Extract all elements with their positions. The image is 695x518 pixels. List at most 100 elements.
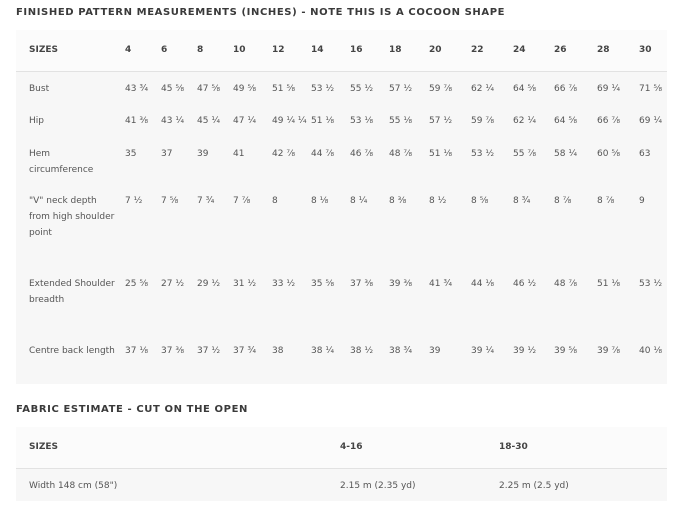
- table-title: FABRIC ESTIMATE - CUT ON THE OPEN: [16, 404, 248, 415]
- table-title: FINISHED PATTERN MEASUREMENTS (INCHES) -…: [16, 7, 506, 18]
- table-cell: 64 ⅝: [554, 104, 597, 137]
- table-cell: 62 ¼: [513, 104, 554, 137]
- table-cell: 27 ½: [161, 267, 197, 334]
- table-cell: Bust: [16, 71, 125, 104]
- table-cell: 4: [125, 30, 161, 72]
- table-cell: 39 ¼: [471, 334, 513, 384]
- table-cell: 60 ⅝: [597, 137, 639, 184]
- table-cell: 63: [639, 137, 667, 184]
- table-cell: 46 ½: [513, 267, 554, 334]
- table-cell: 8 ⅜: [389, 184, 429, 267]
- table-row: Extended Shoulder breadth 25 ⅝ 27 ½ 29 ½ 31 …: [16, 267, 667, 334]
- table-cell: 55 ⅞: [513, 137, 554, 184]
- table-cell: 14: [311, 30, 350, 72]
- table-cell: 69 ¼: [597, 71, 639, 104]
- table-cell: 37: [161, 137, 197, 184]
- table-cell: 39 ⅝: [554, 334, 597, 384]
- table-cell: 26: [554, 30, 597, 72]
- table-cell: 53 ½: [471, 137, 513, 184]
- table-row: Width 148 cm (58") 2.15 m (2.35 yd) 2.25 m…: [16, 468, 667, 501]
- table-row: "V" neck depth from high shoulder point 7…: [16, 184, 667, 267]
- table-cell: 55 ⅛: [389, 104, 429, 137]
- table-cell: 8 ⅝: [471, 184, 513, 267]
- table-cell: 38 ½: [350, 334, 389, 384]
- table-cell: 39 ½: [513, 334, 554, 384]
- table-cell: 38 ¼: [311, 334, 350, 384]
- table-cell: 51 ⅛: [311, 104, 350, 137]
- table-cell: 53 ⅛: [350, 104, 389, 137]
- table-cell: 30: [639, 30, 667, 72]
- table-cell: Extended Shoulder breadth: [16, 267, 125, 334]
- table-cell: 24: [513, 30, 554, 72]
- table-cell: 8 ¼: [350, 184, 389, 267]
- table-cell: 58 ¼: [554, 137, 597, 184]
- table-cell: 9: [639, 184, 667, 267]
- table-cell: 47 ⅝: [197, 71, 233, 104]
- table-cell: 49 ⅝: [233, 71, 272, 104]
- table-cell: 8: [197, 30, 233, 72]
- table-cell: Hem circumference: [16, 137, 125, 184]
- table-cell: 37 ⅜: [161, 334, 197, 384]
- table-cell: 37 ½: [197, 334, 233, 384]
- table-row: Hem circumference 35 37 39 41 42 ⅞ 44 ⅞ 46 ⅞ 48 …: [16, 137, 667, 184]
- table-cell: 31 ½: [233, 267, 272, 334]
- table-cell: "V" neck depth from high shoulder point: [16, 184, 125, 267]
- table-cell: 53 ½: [311, 71, 350, 104]
- table-cell: 45 ⅝: [161, 71, 197, 104]
- table-cell: 39: [429, 334, 471, 384]
- table-cell: 8 ¾: [513, 184, 554, 267]
- table-cell: 44 ⅞: [311, 137, 350, 184]
- table-cell: 18: [389, 30, 429, 72]
- table-cell: Centre back length: [16, 334, 125, 384]
- header-row: SIZES 4 6 8 10 12 14 16 18 20 22 24 26 28 30: [16, 30, 667, 72]
- table-cell: 7 ¾: [197, 184, 233, 267]
- table-cell: 40 ⅛: [639, 334, 667, 384]
- fabric-table: SIZES 4-16 18-30 Width 148 cm (58") 2.15 m (…: [16, 427, 667, 501]
- table-cell: 47 ¼: [233, 104, 272, 137]
- table-cell: 48 ⅞: [389, 137, 429, 184]
- table-cell: 64 ⅝: [513, 71, 554, 104]
- table-cell: 71 ⅝: [639, 71, 667, 104]
- table-cell: 41 ⅜: [125, 104, 161, 137]
- table-cell: 7 ⅝: [161, 184, 197, 267]
- table-cell: 59 ⅞: [471, 104, 513, 137]
- table-cell: 8 ⅞: [554, 184, 597, 267]
- table-cell: 51 ⅝: [272, 71, 311, 104]
- table-cell: SIZES: [16, 427, 340, 469]
- table-cell: 38: [272, 334, 311, 384]
- table-cell: 29 ½: [197, 267, 233, 334]
- table-cell: 59 ⅞: [429, 71, 471, 104]
- table-cell: 69 ¼: [639, 104, 667, 137]
- table-cell: 37 ⅛: [125, 334, 161, 384]
- table-cell: 41 ¾: [429, 267, 471, 334]
- table-cell: 66 ⅞: [554, 71, 597, 104]
- table-cell: 53 ½: [639, 267, 667, 334]
- table-cell: 41: [233, 137, 272, 184]
- table-cell: 51 ⅛: [597, 267, 639, 334]
- table-cell: 4-16: [340, 427, 499, 469]
- table-cell: 20: [429, 30, 471, 72]
- table-cell: 39 ⅞: [597, 334, 639, 384]
- table-cell: 49 ¼ ¼: [272, 104, 311, 137]
- table-cell: 10: [233, 30, 272, 72]
- table-cell: 43 ¾: [125, 71, 161, 104]
- table-cell: 55 ½: [350, 71, 389, 104]
- table-cell: 35: [125, 137, 161, 184]
- table-row: Centre back length 37 ⅛ 37 ⅜ 37 ½ 37 ¾ 38 38 ¼…: [16, 334, 667, 384]
- table-cell: 12: [272, 30, 311, 72]
- table-cell: 51 ⅛: [429, 137, 471, 184]
- table-cell: 57 ½: [389, 71, 429, 104]
- table-row: Bust 43 ¾ 45 ⅝ 47 ⅝ 49 ⅝ 51 ⅝ 53 ½ 55 ½ 57 ½ 59 ⅞…: [16, 71, 667, 104]
- table-cell: 22: [471, 30, 513, 72]
- table-cell: 7 ⅞: [233, 184, 272, 267]
- table-cell: 37 ⅜: [350, 267, 389, 334]
- table-cell: 45 ¼: [197, 104, 233, 137]
- table-cell: 2.25 m (2.5 yd): [499, 468, 667, 501]
- table-cell: Width 148 cm (58"): [16, 468, 340, 501]
- table-cell: 43 ¼: [161, 104, 197, 137]
- table-cell: 57 ½: [429, 104, 471, 137]
- table-cell: 8: [272, 184, 311, 267]
- table-row: Hip 41 ⅜ 43 ¼ 45 ¼ 47 ¼ 49 ¼ ¼ 51 ⅛ 53 ⅛ 55 ⅛ 57 …: [16, 104, 667, 137]
- table-cell: Hip: [16, 104, 125, 137]
